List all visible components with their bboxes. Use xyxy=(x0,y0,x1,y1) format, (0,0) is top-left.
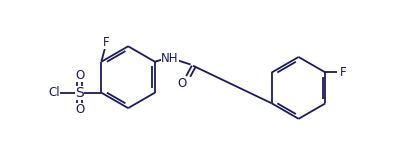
Text: F: F xyxy=(103,36,109,49)
Text: O: O xyxy=(75,69,84,82)
Text: S: S xyxy=(75,86,84,100)
Text: O: O xyxy=(75,103,84,116)
Text: F: F xyxy=(340,66,347,79)
Text: O: O xyxy=(178,77,187,90)
Text: NH: NH xyxy=(161,52,179,65)
Text: Cl: Cl xyxy=(48,86,60,99)
